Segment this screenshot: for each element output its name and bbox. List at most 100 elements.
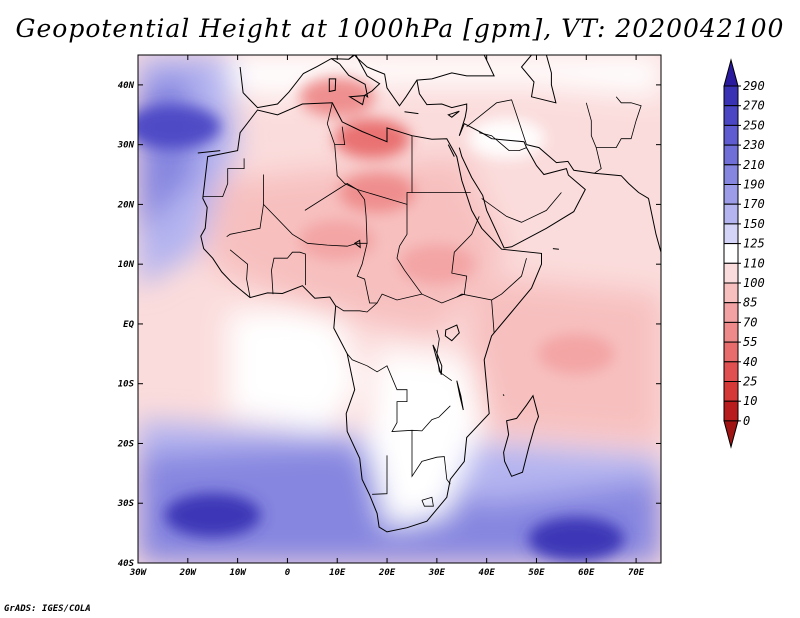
country-border bbox=[596, 96, 642, 148]
colorbar-box bbox=[723, 164, 739, 186]
field-feature-indian-ocean-trough bbox=[538, 333, 615, 374]
colorbar-label: 0 bbox=[743, 414, 750, 428]
colorbar-label: 230 bbox=[743, 138, 765, 152]
caspian-coastline bbox=[520, 55, 557, 104]
lake-malawi bbox=[456, 380, 464, 411]
cyprus-coastline bbox=[447, 110, 460, 118]
lake-chad bbox=[353, 239, 361, 249]
field-feature-mediterranean-low bbox=[299, 76, 376, 117]
lat-tick-label: 20S bbox=[117, 439, 135, 449]
field-feature-south-atlantic-high bbox=[164, 493, 261, 538]
colorbar-extend-top bbox=[723, 58, 739, 87]
lon-tick-label: 20E bbox=[378, 568, 396, 578]
country-border bbox=[202, 158, 245, 197]
colorbar-extend-bottom bbox=[723, 420, 739, 449]
socotra bbox=[552, 248, 559, 250]
country-border bbox=[481, 192, 562, 223]
colorbar-box bbox=[723, 381, 739, 402]
lat-tick-label: 40S bbox=[118, 559, 135, 569]
colorbar-label: 40 bbox=[743, 355, 757, 369]
colorbar-box bbox=[723, 243, 739, 264]
sicily-coastline bbox=[348, 95, 366, 106]
country-border bbox=[585, 102, 602, 174]
lon-tick-label: 40E bbox=[479, 568, 496, 578]
country-border bbox=[334, 135, 413, 205]
colorbar-box bbox=[723, 282, 739, 304]
country-border bbox=[372, 455, 388, 495]
lon-tick-label: 10E bbox=[329, 568, 346, 578]
country-border bbox=[466, 99, 527, 145]
africa-coastline bbox=[200, 102, 542, 533]
country-border bbox=[229, 249, 251, 298]
colorbar-box bbox=[723, 85, 739, 107]
colorbar-label: 290 bbox=[743, 79, 765, 93]
colorbar-box bbox=[723, 321, 739, 343]
colorbar-box bbox=[723, 400, 739, 422]
canary-islands bbox=[197, 150, 221, 154]
colorbar-box bbox=[723, 105, 739, 126]
country-border bbox=[479, 132, 527, 151]
sardinia-coastline bbox=[328, 78, 337, 93]
country-border bbox=[456, 293, 495, 333]
lon-tick-label: 30W bbox=[129, 568, 148, 578]
country-border bbox=[226, 174, 264, 238]
colorbar-label: 10 bbox=[743, 394, 757, 408]
field-feature-sahel-low bbox=[299, 220, 376, 261]
map-axes: 30W 20W 10W 0 10E 20E 30E 40E 50E 60E 70E 40N 30N 20N… bbox=[117, 55, 661, 578]
colorbar-label: 270 bbox=[743, 99, 765, 113]
lon-tick-label: 0 bbox=[285, 568, 291, 578]
lon-tick-label: 30E bbox=[428, 568, 446, 578]
field-feature-indian-ocean-high bbox=[528, 517, 625, 562]
colorbar-label: 150 bbox=[743, 217, 765, 231]
geopotential-field bbox=[138, 55, 661, 563]
lake-victoria bbox=[444, 324, 460, 342]
field-feature-north-atlantic-high bbox=[138, 104, 221, 149]
colorbar-label: 210 bbox=[743, 158, 765, 172]
levant-coastline bbox=[416, 80, 468, 136]
lat-tick-label: 10S bbox=[118, 380, 135, 390]
field-feature-arabia-high bbox=[468, 118, 545, 159]
colorbar-box bbox=[723, 124, 739, 146]
colorbar-box bbox=[723, 341, 739, 363]
colorbar: 2902702502302101901701501251101008570554… bbox=[723, 58, 765, 449]
grads-credit: GrADS: IGES/COLA bbox=[4, 604, 91, 614]
country-border bbox=[411, 430, 451, 485]
colorbar-box bbox=[723, 144, 739, 166]
colorbar-box bbox=[723, 361, 739, 382]
colorbar-label: 250 bbox=[743, 118, 765, 132]
colorbar-box bbox=[723, 262, 739, 284]
lake-tanganyika bbox=[432, 344, 443, 375]
gulf-of-suez bbox=[447, 144, 455, 157]
country-border bbox=[396, 204, 480, 304]
map-title: Geopotential Height at 1000hPa [gpm], VT… bbox=[15, 14, 785, 43]
country-border bbox=[271, 251, 306, 295]
colorbar-label: 170 bbox=[743, 197, 765, 211]
europe-coastline bbox=[239, 55, 495, 109]
field-feature-sahara-low bbox=[339, 172, 416, 213]
lat-tick-label: 10N bbox=[118, 260, 135, 270]
colorbar-box bbox=[723, 223, 739, 245]
country-border bbox=[346, 353, 451, 432]
colorbar-label: 125 bbox=[743, 237, 765, 251]
iran-coastline bbox=[526, 144, 661, 253]
country-border bbox=[436, 329, 453, 382]
plot-frame bbox=[137, 54, 662, 564]
colorbar-label: 85 bbox=[743, 296, 757, 310]
lon-tick-label: 50E bbox=[528, 568, 545, 578]
coastlines bbox=[197, 55, 661, 533]
madagascar-coastline bbox=[503, 394, 540, 477]
lat-tick-label: 40N bbox=[118, 81, 135, 91]
country-border bbox=[326, 102, 346, 145]
lon-tick-label: 60E bbox=[578, 568, 595, 578]
country-border bbox=[491, 258, 527, 301]
colorbar-box bbox=[723, 302, 739, 323]
comoros bbox=[502, 394, 505, 397]
lon-tick-label: 70E bbox=[628, 568, 645, 578]
country-border bbox=[421, 496, 434, 507]
crete-coastline bbox=[404, 111, 419, 115]
lat-tick-label: 30S bbox=[117, 499, 135, 509]
colorbar-box bbox=[723, 184, 739, 205]
colorbar-label: 55 bbox=[743, 335, 757, 349]
field-feature-libya-low bbox=[334, 118, 411, 159]
